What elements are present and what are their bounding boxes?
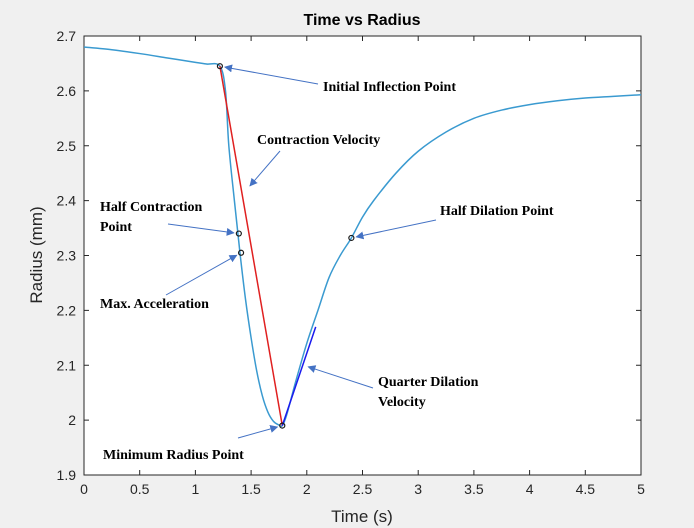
contraction-velocity-line [219, 66, 284, 426]
x-tick-label: 2.5 [353, 481, 373, 497]
annotation-label: Velocity [378, 395, 426, 410]
x-tick-label: 4.5 [576, 481, 596, 497]
x-tick-label: 3 [414, 481, 422, 497]
annotation-arrow [249, 150, 281, 187]
y-tick-label: 2 [68, 412, 76, 428]
y-tick-label: 2.4 [57, 193, 77, 209]
point-marker [235, 230, 242, 237]
x-tick-label: 0.5 [130, 481, 150, 497]
x-tick-label: 3.5 [464, 481, 484, 497]
annotation-label: Quarter Dilation [378, 375, 479, 390]
y-axis-label: Radius (mm) [27, 206, 46, 303]
x-tick-label: 1 [192, 481, 200, 497]
x-axis-label: Time (s) [331, 507, 393, 526]
axis-ticks: 0 0.5 1 1.5 2 2.5 3 3.5 4 4.5 5 1.9 2 2.1 2.2 2.3 2.4 2.5… [57, 28, 646, 497]
x-tick-label: 4 [526, 481, 534, 497]
x-tick-label: 5 [637, 481, 645, 497]
annotation-arrow [167, 223, 235, 236]
chart-title: Time vs Radius [303, 12, 420, 29]
annotation-arrow [165, 254, 238, 296]
annotation-arrow [307, 365, 374, 389]
annotation-label: Initial Inflection Point [323, 80, 456, 95]
x-tick-label: 1.5 [241, 481, 261, 497]
annotation-layer: Initial Inflection Point Contraction Velo… [100, 64, 554, 463]
annotation-arrow [224, 64, 319, 85]
y-tick-label: 2.3 [57, 248, 77, 264]
y-tick-label: 2.5 [57, 138, 77, 154]
plot-content [83, 46, 642, 429]
x-tick-label: 0 [80, 481, 88, 497]
annotation-label: Minimum Radius Point [103, 448, 244, 463]
y-tick-label: 2.2 [57, 302, 77, 318]
y-tick-label: 2.7 [57, 28, 77, 44]
annotation-arrow [237, 425, 279, 439]
y-tick-label: 2.6 [57, 83, 77, 99]
point-marker [237, 249, 245, 256]
point-marker [279, 422, 286, 429]
x-tick-label: 2 [303, 481, 311, 497]
annotation-arrow [355, 219, 437, 240]
point-marker [348, 234, 355, 242]
annotation-label: Max. Acceleration [100, 297, 209, 312]
y-tick-label: 2.1 [57, 357, 77, 373]
annotation-label: Half Dilation Point [440, 204, 554, 219]
annotation-label: Point [100, 220, 132, 235]
quarter-dilation-velocity-line [281, 326, 317, 426]
annotation-label: Contraction Velocity [257, 133, 380, 148]
plot-area [83, 35, 642, 476]
y-tick-label: 1.9 [57, 467, 77, 483]
annotation-label: Half Contraction [100, 200, 202, 215]
point-marker [216, 63, 224, 70]
